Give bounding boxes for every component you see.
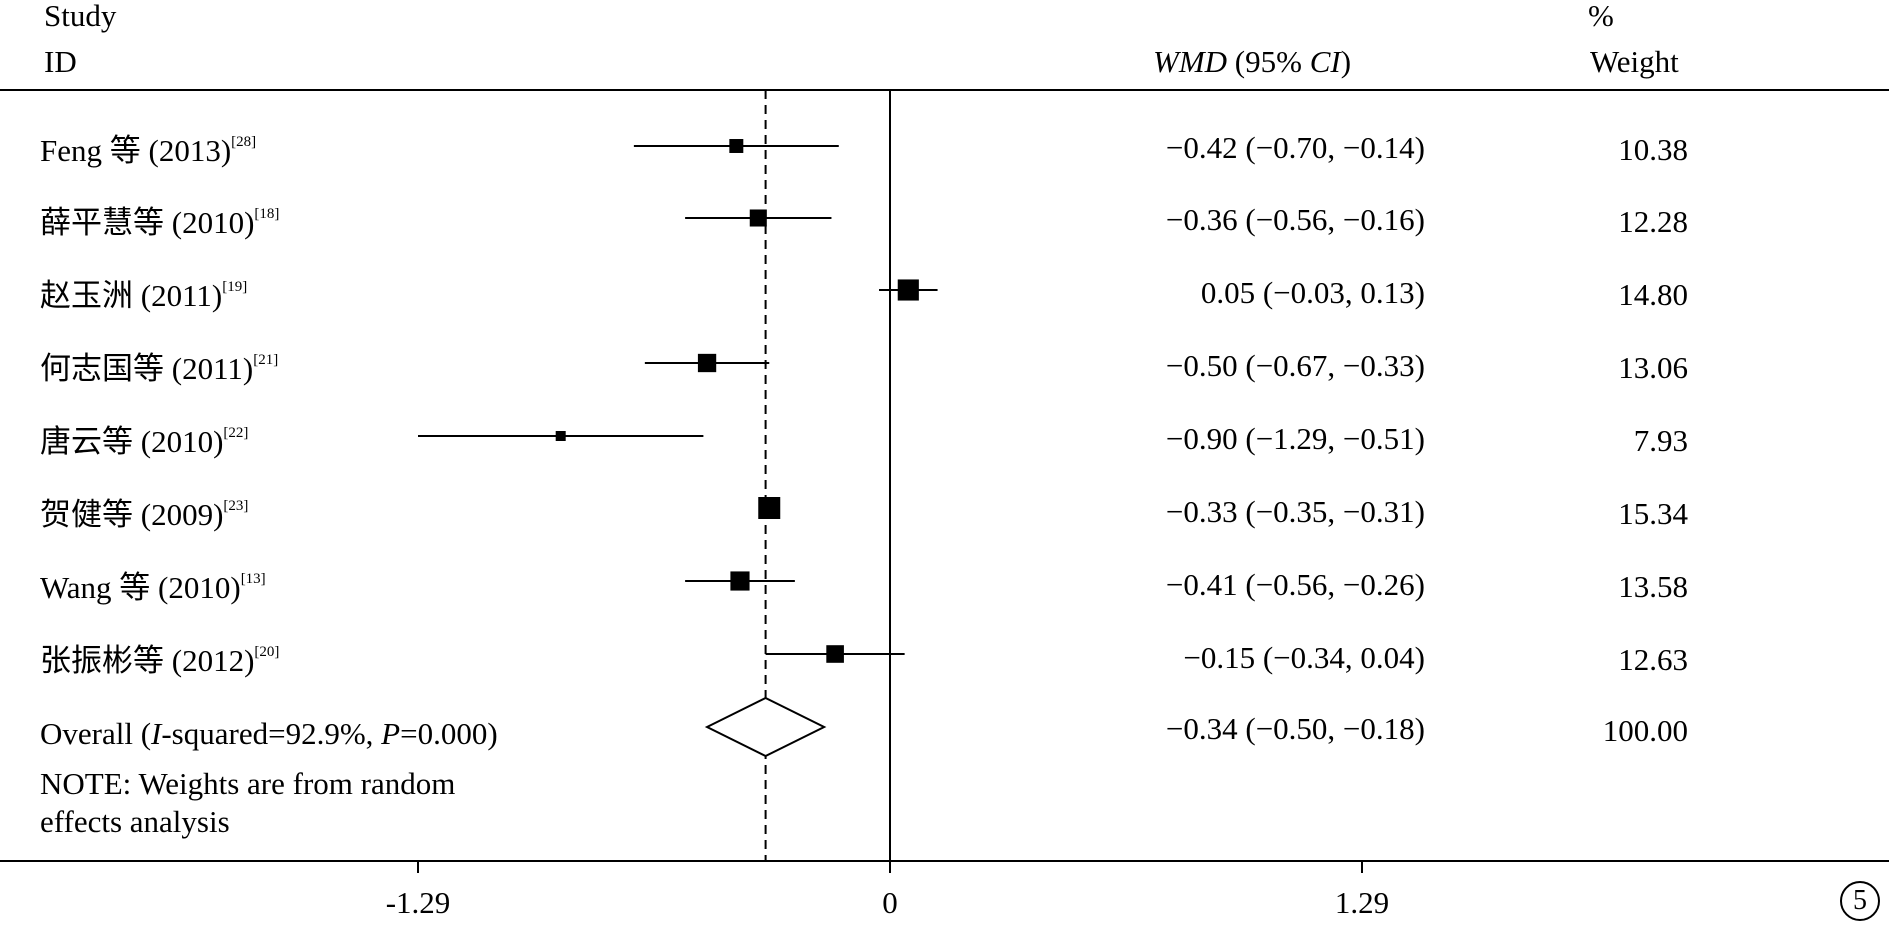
study-reference: [13]	[240, 570, 266, 587]
study-reference: [18]	[254, 205, 280, 222]
study-point-estimate	[697, 353, 717, 373]
study-weight-text: 7.93	[1633, 423, 1688, 458]
overall-p-label: P	[381, 716, 401, 751]
study-ci-text: −0.50 (−0.67, −0.33)	[1165, 348, 1425, 383]
study-weight-text: 15.34	[1618, 496, 1688, 531]
overall-ci-text: −0.34 (−0.50, −0.18)	[1165, 711, 1425, 746]
study-reference: [20]	[254, 643, 280, 660]
study-name: 赵玉洲 (2011)[19]	[40, 278, 248, 313]
overall-label-start: Overall (	[40, 716, 152, 751]
ci-close: )	[1340, 44, 1352, 79]
overall-i-rest: -squared=92.9%,	[161, 716, 382, 751]
study-weight-text: 13.58	[1618, 569, 1688, 604]
overall-label: Overall (I-squared=92.9%, P=0.000)	[40, 718, 498, 749]
wmd-label: WMD	[1153, 44, 1228, 79]
study-name-text: 赵玉洲 (2011)	[40, 278, 223, 313]
id-header: ID	[44, 44, 77, 79]
study-point-estimate	[749, 209, 767, 227]
study-ci-text: 0.05 (−0.03, 0.13)	[1200, 275, 1425, 310]
study-header: Study	[44, 0, 117, 33]
study-point-estimate	[758, 497, 781, 519]
study-reference: [21]	[253, 351, 279, 368]
study-name-text: 唐云等 (2010)	[40, 424, 224, 459]
study-point-estimate	[555, 431, 566, 441]
study-name-text: 何志国等 (2011)	[40, 351, 254, 386]
study-ci-text: −0.36 (−0.56, −0.16)	[1165, 202, 1425, 237]
ci-open: (95%	[1227, 44, 1310, 79]
study-name-text: 薛平慧等 (2010)	[40, 205, 255, 240]
study-name-text: 张振彬等 (2012)	[40, 643, 255, 678]
overall-diamond	[704, 696, 827, 758]
x-tick-label: 1.29	[1334, 885, 1390, 920]
study-reference: [28]	[231, 133, 257, 150]
header-rule	[0, 89, 1889, 91]
study-weight-text: 13.06	[1618, 350, 1688, 385]
study-ci-text: −0.15 (−0.34, 0.04)	[1183, 640, 1425, 675]
overall-weight-text: 100.00	[1602, 713, 1688, 748]
note-line-1: NOTE: Weights are from random	[40, 766, 456, 801]
page-number: 5	[1840, 881, 1880, 921]
study-ci-text: −0.41 (−0.56, −0.26)	[1165, 567, 1425, 602]
study-ci-text: −0.33 (−0.35, −0.31)	[1165, 494, 1425, 529]
study-name: 唐云等 (2010)[22]	[40, 424, 249, 459]
study-reference: [19]	[222, 278, 248, 295]
study-name: 薛平慧等 (2010)[18]	[40, 205, 280, 240]
study-reference: [23]	[223, 497, 249, 514]
study-weight-text: 12.28	[1618, 204, 1688, 239]
study-name: Feng 等 (2013)[28]	[40, 133, 257, 168]
wmd-ci-header: WMD (95% CI)	[1153, 46, 1351, 77]
study-weight-text: 12.63	[1618, 642, 1688, 677]
x-tick-label: -1.29	[385, 885, 451, 920]
weight-header: Weight	[1590, 44, 1679, 79]
study-point-estimate	[826, 645, 844, 663]
note-line-2: effects analysis	[40, 804, 230, 839]
study-name-text: Wang 等 (2010)	[40, 570, 241, 605]
ci-label: CI	[1309, 44, 1341, 79]
study-weight-text: 14.80	[1618, 277, 1688, 312]
study-point-estimate	[897, 279, 919, 301]
study-name: Wang 等 (2010)[13]	[40, 570, 266, 605]
study-ci-text: −0.90 (−1.29, −0.51)	[1165, 421, 1425, 456]
study-ci-text: −0.42 (−0.70, −0.14)	[1165, 130, 1425, 165]
x-tick-label: 0	[882, 885, 898, 920]
study-reference: [22]	[223, 424, 249, 441]
study-name-text: Feng 等 (2013)	[40, 133, 232, 168]
study-name-text: 贺健等 (2009)	[40, 497, 224, 532]
study-name: 何志国等 (2011)[21]	[40, 351, 279, 386]
percent-header: %	[1588, 0, 1614, 33]
study-point-estimate	[729, 139, 744, 153]
study-weight-text: 10.38	[1618, 132, 1688, 167]
overall-p-rest: =0.000)	[400, 716, 498, 751]
axis-rule	[0, 860, 1889, 862]
overall-i-label: I	[151, 716, 162, 751]
study-point-estimate	[730, 571, 750, 591]
study-name: 贺健等 (2009)[23]	[40, 497, 249, 532]
study-name: 张振彬等 (2012)[20]	[40, 643, 280, 678]
